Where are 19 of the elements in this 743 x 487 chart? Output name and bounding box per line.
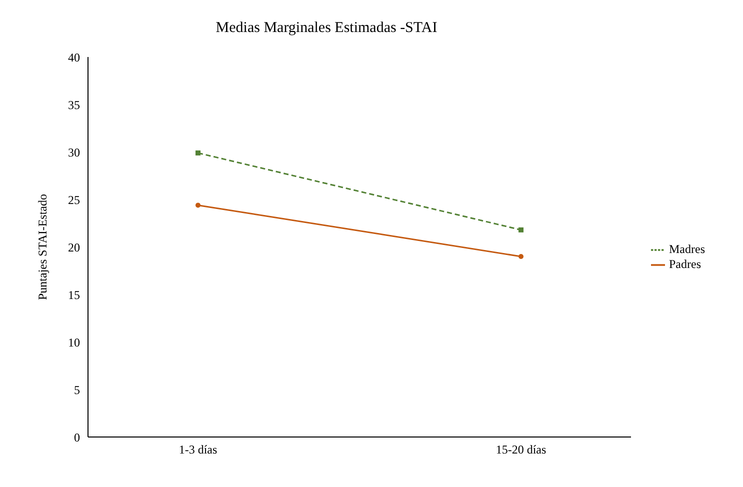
point — [196, 150, 200, 156]
y-tick-label: 5 — [74, 382, 80, 397]
y-tick-label: 30 — [68, 145, 80, 160]
legend-label: Padres — [669, 257, 701, 271]
x-tick-label: 15-20 días — [496, 442, 546, 457]
point — [196, 202, 200, 208]
y-tick-label: 25 — [68, 192, 80, 207]
y-tick-label: 0 — [74, 430, 80, 444]
y-tick-label: 35 — [68, 98, 80, 112]
y-tick-label: 20 — [68, 240, 80, 254]
point — [518, 254, 524, 259]
y-tick-label: 40 — [68, 50, 80, 64]
y-axis-title: Puntajes STAI-Estado — [35, 194, 50, 300]
y-tick-label: 15 — [68, 288, 80, 302]
legend-label: Madres — [669, 242, 705, 256]
x-tick-label: 1-3 días — [178, 442, 218, 457]
chart-title: Medias Marginales Estimadas -STAI — [214, 19, 438, 37]
y-tick-label: 10 — [68, 335, 80, 350]
point — [518, 227, 524, 232]
